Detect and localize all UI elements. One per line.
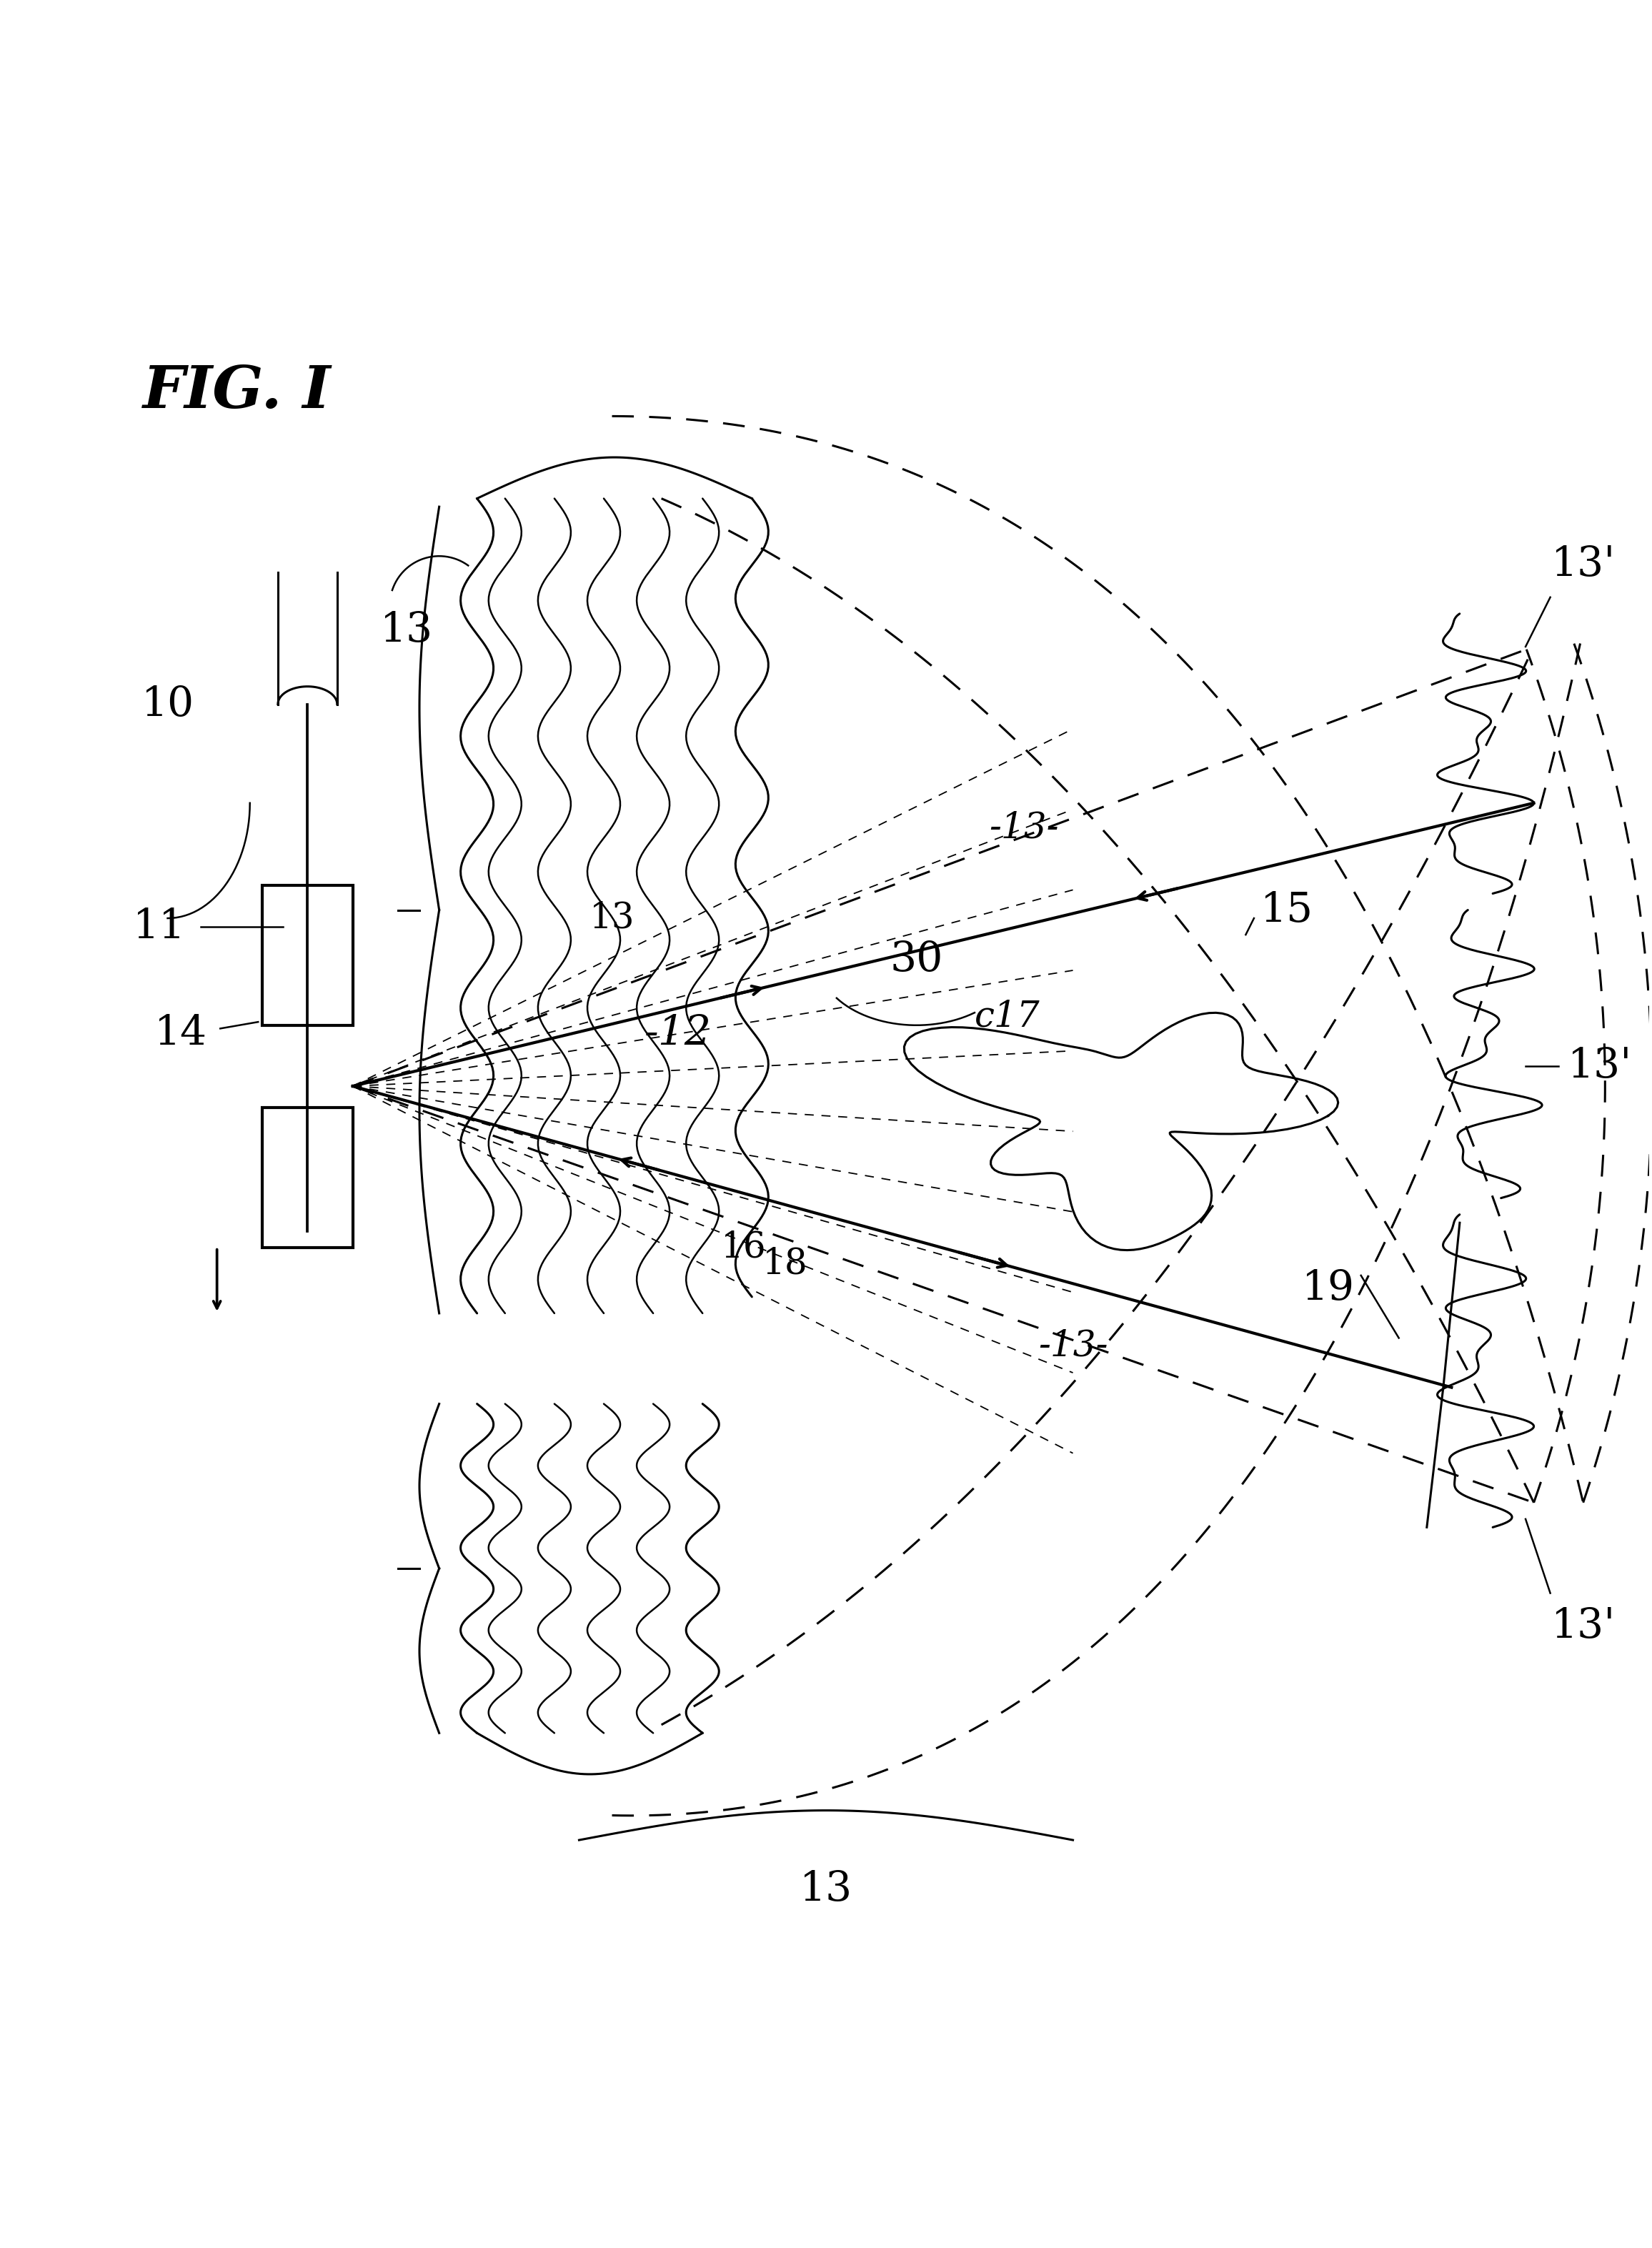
- Text: 18: 18: [762, 1245, 808, 1281]
- Text: 13: 13: [800, 1870, 852, 1909]
- Text: 13': 13': [1551, 544, 1616, 584]
- Text: -13-: -13-: [1037, 1329, 1108, 1365]
- Text: 30: 30: [890, 940, 943, 980]
- Text: 15: 15: [1260, 890, 1313, 931]
- Text: c17: c17: [975, 1000, 1039, 1034]
- Text: -12: -12: [644, 1014, 712, 1054]
- Text: 19: 19: [1302, 1268, 1355, 1308]
- Text: FIG. I: FIG. I: [142, 362, 330, 420]
- Bar: [263, 1108, 354, 1248]
- Text: 13: 13: [380, 609, 433, 650]
- Text: 11: 11: [132, 906, 185, 946]
- Text: -13-: -13-: [988, 809, 1059, 845]
- Text: 14: 14: [154, 1014, 206, 1054]
- Text: 13: 13: [590, 901, 634, 935]
- Bar: [263, 886, 354, 1025]
- Text: 16: 16: [720, 1230, 767, 1266]
- Text: 10: 10: [140, 683, 193, 724]
- Text: 13': 13': [1551, 1605, 1616, 1646]
- Text: 13': 13': [1568, 1045, 1632, 1086]
